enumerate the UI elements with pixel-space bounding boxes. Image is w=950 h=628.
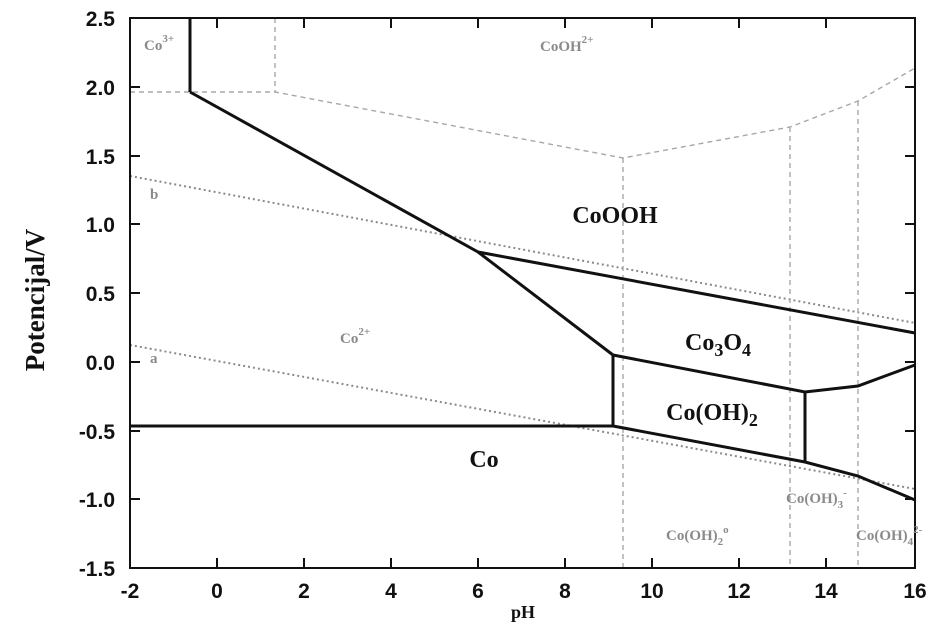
solid-phase-boundaries [130, 18, 916, 502]
y-tick-label: 2.0 [86, 77, 115, 100]
water-line-a [129, 344, 916, 490]
species-cooh3-sup: - [843, 487, 847, 499]
species-cooh4-base: Co(OH) [856, 528, 908, 544]
species-co2-base: Co [340, 331, 358, 347]
species-co2-sup: 2+ [358, 326, 370, 338]
region-cooh2-label: Co(OH)2 [666, 400, 758, 430]
species-cooh4-label: Co(OH)42- [856, 524, 923, 548]
x-axis-ticks [129, 18, 916, 568]
x-tick-label: 2 [298, 580, 310, 603]
boundary-co-cooh2 [612, 424, 916, 502]
region-co3o4-sub2: 4 [742, 340, 751, 360]
species-cooh2aq-base: Co(OH) [666, 528, 718, 544]
species-co3-sup: 3+ [162, 33, 174, 45]
water-line-b-label: b [150, 187, 158, 203]
boundary-co2-cooh-co3o4 [189, 90, 614, 357]
species-cooh2aq-sup: o [723, 524, 729, 536]
species-cooh2aq-label: Co(OH)2o [666, 524, 729, 548]
x-tick-label: 8 [559, 580, 571, 603]
species-co2-label: Co2+ [340, 326, 370, 347]
water-stability-lines [129, 175, 916, 490]
dissolved-species-boundaries [130, 18, 916, 568]
region-co3o4-mid: O [723, 330, 742, 356]
x-axis-title: pH [511, 602, 535, 622]
x-tick-label: 0 [211, 580, 223, 603]
y-tick-label: -1.5 [79, 558, 116, 581]
species-cooh4-sup: 2- [913, 524, 923, 536]
region-co3o4-label: Co3O4 [685, 330, 751, 360]
species-cooh2plus-label: CoOH2+ [540, 34, 593, 55]
water-line-b [129, 175, 916, 324]
region-co3o4-sub1: 3 [714, 340, 723, 360]
boundary-co3o4-cooh2 [612, 353, 916, 394]
y-axis-title: Potencijal/V [20, 228, 50, 371]
x-tick-label: 10 [640, 580, 663, 603]
water-line-a-label: a [150, 351, 158, 367]
species-cooh2plus-base: CoOH [540, 39, 582, 55]
region-cooh2-sub: 2 [749, 410, 758, 430]
species-cooh3-base: Co(OH) [786, 491, 838, 507]
species-boundary-upper [130, 67, 916, 159]
region-co3o4-base: Co [685, 330, 714, 356]
y-tick-label: 1.0 [86, 214, 115, 237]
species-cooh2plus-sup: 2+ [582, 34, 594, 46]
y-axis-ticks [130, 17, 915, 569]
dissolved-species-labels: Co3+ CoOH2+ Co2+ Co(OH)2o Co(OH)3- Co(OH… [144, 33, 923, 548]
y-tick-label: -0.5 [79, 421, 116, 444]
x-tick-label: 6 [472, 580, 484, 603]
x-tick-label: 12 [727, 580, 750, 603]
region-cooh-label: CoOOH [572, 203, 658, 229]
region-co-label: Co [469, 447, 498, 473]
species-co3-base: Co [144, 38, 162, 54]
y-tick-label: 0.0 [86, 352, 115, 375]
plot-frame [129, 17, 916, 569]
x-tick-label: -2 [121, 580, 140, 603]
species-cooh3-sub: 3 [838, 499, 844, 511]
axis-titles: pH Potencijal/V [20, 228, 535, 622]
axes-frame [129, 17, 916, 569]
boundary-cooh-co3o4 [477, 250, 916, 335]
x-tick-label: 4 [385, 580, 397, 603]
y-tick-label: 1.5 [86, 146, 116, 169]
y-tick-label: 2.5 [86, 8, 116, 31]
species-co3-label: Co3+ [144, 33, 174, 54]
species-cooh3-label: Co(OH)3- [786, 487, 847, 511]
x-tick-label: 14 [814, 580, 838, 603]
solid-phase-labels: CoOOH Co3O4 Co(OH)2 Co [469, 203, 758, 473]
species-cooh2aq-sub: 2 [718, 536, 724, 548]
y-tick-label: -1.0 [79, 489, 115, 512]
species-cooh4-sub: 4 [908, 536, 914, 548]
y-tick-label: 0.5 [86, 283, 116, 306]
region-cooh2-base: Co(OH) [666, 400, 749, 426]
x-tick-label: 16 [903, 580, 926, 603]
tick-labels: -2 0 2 4 6 8 10 12 14 16 2.5 2.0 1.5 1.0… [79, 8, 927, 603]
